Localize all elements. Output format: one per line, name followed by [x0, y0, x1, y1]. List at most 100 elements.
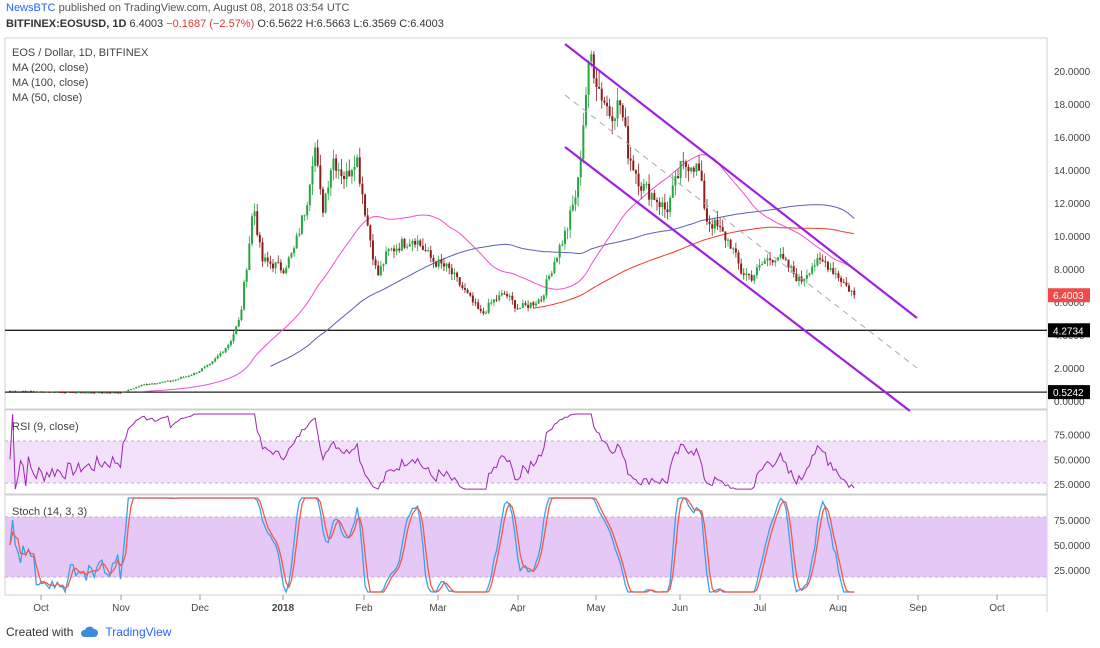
candle-body — [293, 248, 296, 254]
last-price-label: 6.4003 — [1053, 291, 1084, 302]
candle-body — [453, 272, 456, 275]
candle-body — [819, 258, 822, 260]
indicator-tick-label: 25.0000 — [1054, 566, 1091, 577]
y-tick-label: 16.0000 — [1054, 133, 1091, 144]
candle-body — [590, 54, 593, 62]
candle-body — [637, 173, 640, 187]
candle-body — [558, 245, 561, 258]
x-tick-label: Apr — [510, 603, 526, 612]
candle-body — [840, 277, 843, 282]
candle-body — [705, 208, 708, 222]
candle-body — [582, 125, 585, 159]
candle-body — [137, 386, 140, 388]
candle-body — [182, 377, 185, 379]
candle-body — [198, 371, 201, 373]
candle-body — [222, 352, 225, 354]
indicator-tick-label: 75.0000 — [1054, 431, 1091, 442]
candle-body — [145, 384, 148, 386]
candle-body — [553, 261, 556, 274]
candle-body — [93, 392, 96, 394]
candle-body — [790, 266, 793, 268]
rsi-label: RSI (9, close) — [12, 421, 79, 433]
open-text: O:6.5622 — [257, 18, 303, 30]
candle-body — [35, 391, 38, 393]
candle-body — [700, 170, 703, 181]
candle-body — [277, 262, 280, 264]
candle-body — [240, 309, 243, 320]
tradingview-link[interactable]: TradingView — [105, 625, 172, 639]
candle-body — [414, 240, 417, 245]
candle-body — [229, 341, 232, 346]
indicator-tick-label: 75.0000 — [1054, 516, 1091, 527]
high-text: H:6.5663 — [305, 18, 351, 30]
candle-body — [261, 242, 264, 262]
candle-body — [661, 202, 664, 208]
candle-body — [508, 295, 511, 297]
candle-body — [792, 266, 795, 275]
candle-body — [521, 303, 524, 308]
candle-body — [837, 273, 840, 278]
candle-body — [269, 261, 272, 264]
candle-body — [442, 263, 445, 267]
candle-body — [37, 391, 40, 393]
candle-body — [842, 281, 845, 283]
candle-body — [648, 183, 651, 200]
candle-body — [27, 390, 30, 392]
footer: Created with TradingView — [6, 625, 171, 639]
candle-body — [337, 169, 340, 171]
candle-body — [471, 295, 474, 303]
candle-body — [853, 290, 856, 296]
candle-body — [674, 176, 677, 186]
candle-body — [458, 277, 461, 286]
candle-body — [779, 253, 782, 258]
candle-body — [540, 299, 543, 301]
candle-body — [784, 258, 787, 260]
candle-body — [200, 368, 203, 372]
candle-body — [9, 390, 11, 392]
candle-body — [545, 279, 548, 296]
candle-body — [503, 293, 506, 295]
y-tick-label: 6.0000 — [1054, 298, 1085, 309]
candle-body — [124, 391, 127, 393]
level-price-label: 0.5242 — [1053, 388, 1084, 399]
publisher-name[interactable]: NewsBTC — [6, 2, 56, 14]
symbol-text: BITFINEX:EOSUSD, 1D — [6, 18, 127, 30]
candle-body — [148, 384, 151, 386]
candle-body — [466, 289, 469, 293]
candle-body — [737, 252, 740, 264]
chart-area[interactable]: Oct Nov Dec 2018 Feb Mar Apr May Jun Jul Aug Sep Oct… — [0, 0, 1100, 612]
level-price-label: 4.2734 — [1053, 326, 1084, 337]
candle-body — [69, 392, 72, 394]
candle-body — [343, 176, 346, 180]
candle-body — [716, 219, 719, 227]
candle-body — [306, 205, 309, 216]
candle-body — [563, 230, 566, 244]
candle-body — [584, 94, 587, 126]
candle-body — [364, 194, 367, 216]
candle-body — [143, 384, 146, 386]
candle-body — [72, 392, 75, 394]
candle-body — [766, 258, 769, 261]
candle-body — [382, 264, 385, 267]
candle-body — [390, 248, 393, 250]
candle-body — [245, 269, 248, 283]
candle-body — [761, 263, 764, 265]
candle-body — [329, 170, 332, 188]
candle-body — [19, 390, 22, 392]
candle-body — [729, 239, 732, 249]
ohlc-line: BITFINEX:EOSUSD, 1D 6.4003 −0.1687 (−2.5… — [6, 18, 444, 30]
candle-body — [14, 390, 17, 392]
candle-body — [598, 86, 601, 89]
main-pane — [4, 37, 1048, 410]
indicator-tick-label: 25.0000 — [1054, 480, 1091, 491]
candle-body — [287, 257, 290, 268]
candle-body — [606, 102, 609, 107]
candle-body — [387, 249, 390, 252]
candle-body — [129, 389, 132, 391]
candle-body — [51, 391, 54, 393]
candle-body — [335, 158, 338, 171]
candle-body — [395, 248, 398, 252]
candle-body — [829, 268, 832, 270]
y-tick-label: 20.0000 — [1054, 67, 1091, 78]
candle-body — [116, 392, 119, 394]
